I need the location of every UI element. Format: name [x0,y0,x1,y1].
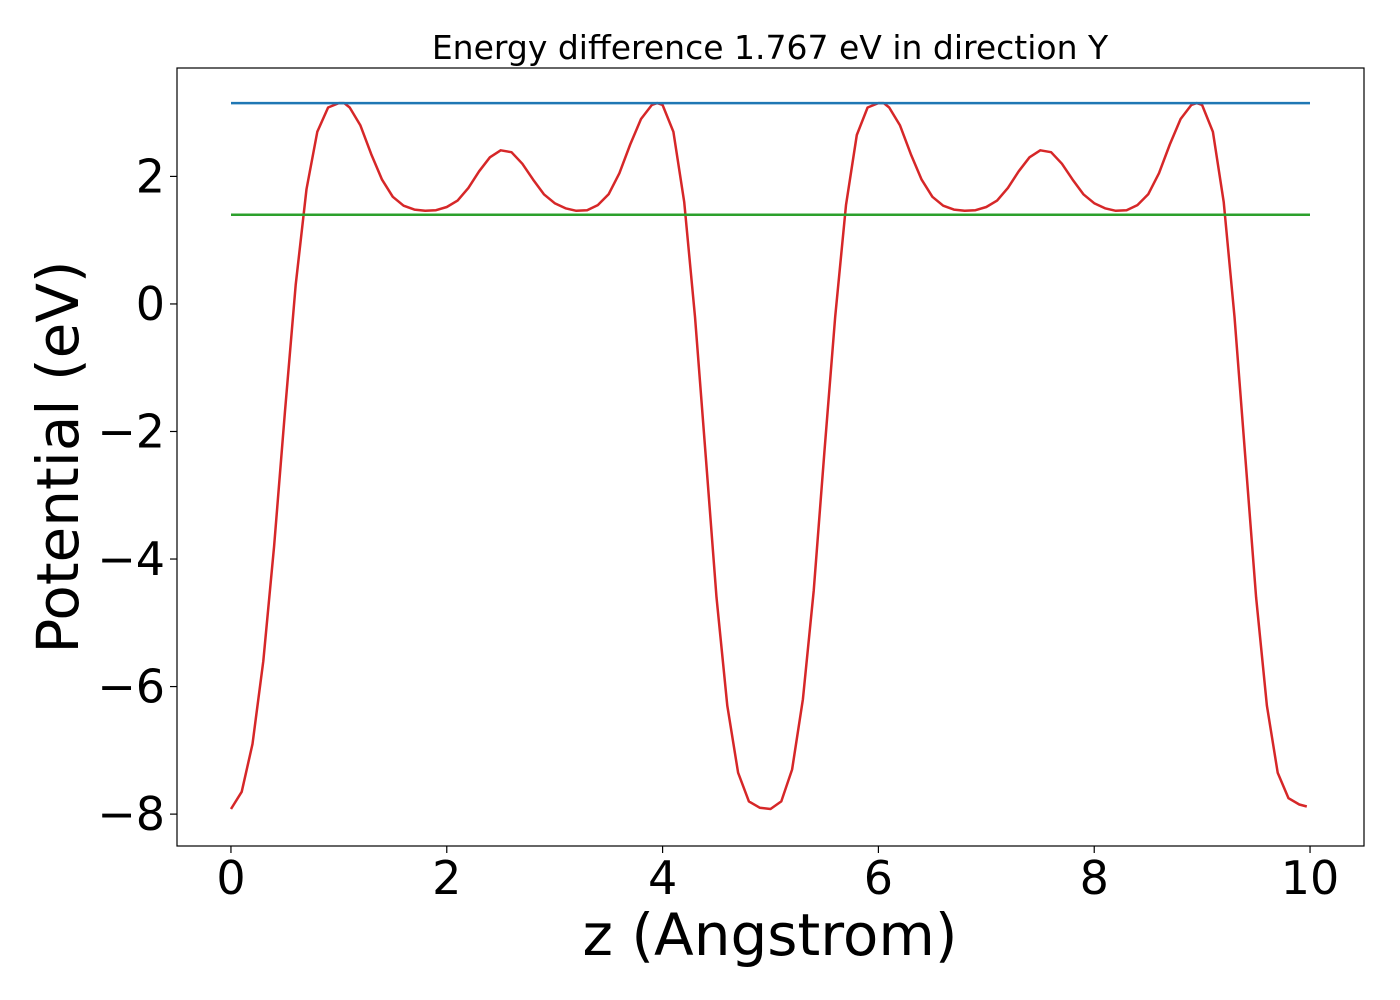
x-tick-label: 6 [864,851,893,905]
x-axis-label: z (Angstrom) [583,901,958,969]
x-tick-label: 8 [1080,851,1109,905]
x-axis-ticks: 0 2 4 6 8 10 [216,846,1339,905]
plot-frame [176,67,1365,847]
x-tick-label: 0 [216,851,245,905]
y-tick-label: −2 [97,404,165,458]
y-axis-label: Potential (eV) [24,260,92,653]
potential-curve [229,101,1308,811]
chart-title: Energy difference 1.767 eV in direction … [432,28,1109,67]
y-tick-label: −4 [97,532,165,586]
y-tick-label: 2 [136,149,165,203]
y-axis-ticks: −8 −6 −4 −2 0 2 [97,149,177,841]
series-layer [229,101,1310,811]
y-tick-label: −6 [97,660,165,714]
x-tick-label: 4 [648,851,677,905]
x-tick-label: 2 [432,851,461,905]
x-tick-label: 10 [1281,851,1340,905]
y-tick-label: 0 [136,277,165,331]
y-tick-label: −8 [97,787,165,841]
